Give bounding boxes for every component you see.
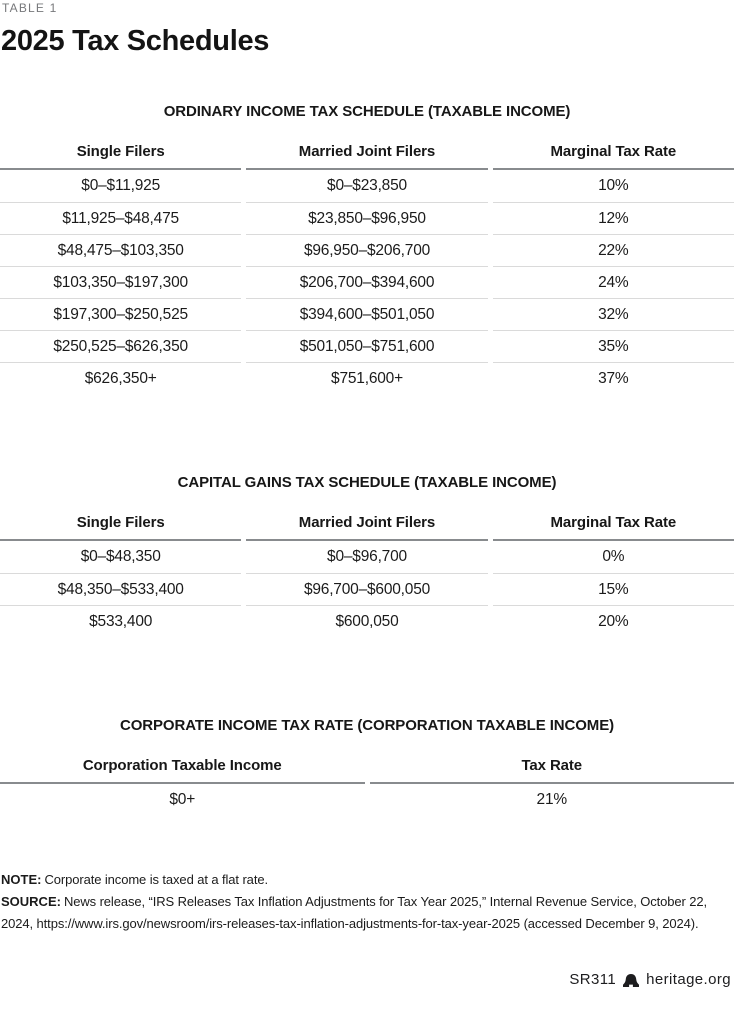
column-header: Corporation Taxable Income: [0, 758, 365, 784]
table-cell: $751,600+: [246, 362, 488, 394]
table-header-row: Single Filers Married Joint Filers Margina…: [0, 144, 734, 170]
table-cell: $0+: [169, 791, 196, 808]
column-header: Married Joint Filers: [246, 144, 488, 170]
table-cell: $48,350–$533,400: [0, 573, 242, 605]
table-cell: $96,700–$600,050: [246, 573, 488, 605]
capital-gains-table: CAPITAL GAINS TAX SCHEDULE (TAXABLE INCO…: [0, 474, 734, 637]
table-cell: $103,350–$197,300: [0, 266, 242, 298]
table-row: $11,925–$48,475 $23,850–$96,950 12%: [0, 202, 734, 234]
table-cell: $0–$11,925: [81, 177, 161, 194]
column-header: Marginal Tax Rate: [492, 515, 734, 541]
table-cell: $23,850–$96,950: [246, 202, 488, 234]
table-row: $103,350–$197,300 $206,700–$394,600 24%: [0, 266, 734, 298]
table-row: $0–$48,350 $0–$96,700 0%: [0, 541, 734, 573]
table-cell: $250,525–$626,350: [0, 330, 242, 362]
section-title-ordinary-income: ORDINARY INCOME TAX SCHEDULE (TAXABLE IN…: [163, 103, 571, 120]
table-body: $0–$48,350 $0–$96,700 0% $48,350–$533,400 $9…: [0, 541, 734, 637]
table-cell: 15%: [492, 573, 734, 605]
table-number-kicker: TABLE 1: [2, 1, 58, 15]
note-line: NOTE: Corporate income is taxed at a flat…: [1, 869, 732, 891]
corporate-tax-table: CORPORATE INCOME TAX RATE (CORPORATION T…: [0, 717, 734, 816]
table-row: $0–$11,925 $0–$23,850 10%: [0, 170, 734, 202]
column-header: Single Filers: [0, 515, 242, 541]
table-cell: 37%: [492, 362, 734, 394]
source-label: SOURCE:: [1, 894, 61, 909]
table-cell: 21%: [536, 791, 568, 808]
note-label: NOTE:: [1, 872, 42, 887]
table-cell: $600,050: [246, 605, 488, 637]
table-row: $626,350+ $751,600+ 37%: [0, 362, 734, 394]
table-cell: 24%: [492, 266, 734, 298]
table-cell: $626,350+: [0, 362, 242, 394]
table-row: $533,400 $600,050 20%: [0, 605, 734, 637]
page-title: 2025 Tax Schedules: [1, 25, 270, 57]
report-id: SR311: [569, 971, 617, 988]
column-header: Married Joint Filers: [246, 515, 488, 541]
table-cell: 35%: [492, 330, 734, 362]
table-cell: $197,300–$250,525: [0, 298, 242, 330]
source-text: News release, “IRS Releases Tax Inflatio…: [1, 894, 708, 931]
table-cell: $533,400: [0, 605, 242, 637]
table-row: $197,300–$250,525 $394,600–$501,050 32%: [0, 298, 734, 330]
source-line: SOURCE: News release, “IRS Releases Tax I…: [1, 891, 732, 935]
table-cell: 22%: [492, 234, 734, 266]
table-cell: $11,925–$48,475: [0, 202, 242, 234]
section-title-capital-gains: CAPITAL GAINS TAX SCHEDULE (TAXABLE INCO…: [177, 474, 557, 491]
table-cell: 0%: [602, 548, 625, 565]
table-cell: $394,600–$501,050: [246, 298, 488, 330]
table-cell: $0–$48,350: [80, 548, 161, 565]
table-header-row: Corporation Taxable Income Tax Rate: [0, 758, 734, 784]
note-text: Corporate income is taxed at a flat rate…: [44, 872, 268, 887]
publication-footer: SR311 heritage.org: [0, 972, 734, 988]
table-cell: 20%: [492, 605, 734, 637]
table-cell: $96,950–$206,700: [246, 234, 488, 266]
column-header: Marginal Tax Rate: [492, 144, 734, 170]
table-body: $0–$11,925 $0–$23,850 10% $11,925–$48,475 $2…: [0, 170, 734, 394]
table-cell: 10%: [598, 177, 629, 194]
column-header: Single Filers: [0, 144, 242, 170]
notes-block: NOTE: Corporate income is taxed at a flat…: [1, 869, 732, 935]
liberty-bell-icon: [623, 973, 640, 987]
table-cell: 12%: [492, 202, 734, 234]
table-cell: $0–$23,850: [327, 177, 407, 194]
site-url: heritage.org: [646, 971, 731, 988]
table-header-row: Single Filers Married Joint Filers Margina…: [0, 515, 734, 541]
table-cell: $501,050–$751,600: [246, 330, 488, 362]
section-title-corporate-tax: CORPORATE INCOME TAX RATE (CORPORATION T…: [119, 717, 615, 734]
table-cell: 32%: [492, 298, 734, 330]
table-body: $0+ 21%: [0, 784, 734, 816]
column-header: Tax Rate: [369, 758, 734, 784]
table-cell: $206,700–$394,600: [246, 266, 488, 298]
table-row: $250,525–$626,350 $501,050–$751,600 35%: [0, 330, 734, 362]
table-cell: $0–$96,700: [327, 548, 407, 565]
table-cell: $48,475–$103,350: [0, 234, 242, 266]
table-row: $48,475–$103,350 $96,950–$206,700 22%: [0, 234, 734, 266]
ordinary-income-table: ORDINARY INCOME TAX SCHEDULE (TAXABLE IN…: [0, 103, 734, 394]
table-row: $48,350–$533,400 $96,700–$600,050 15%: [0, 573, 734, 605]
table-row: $0+ 21%: [0, 784, 734, 816]
